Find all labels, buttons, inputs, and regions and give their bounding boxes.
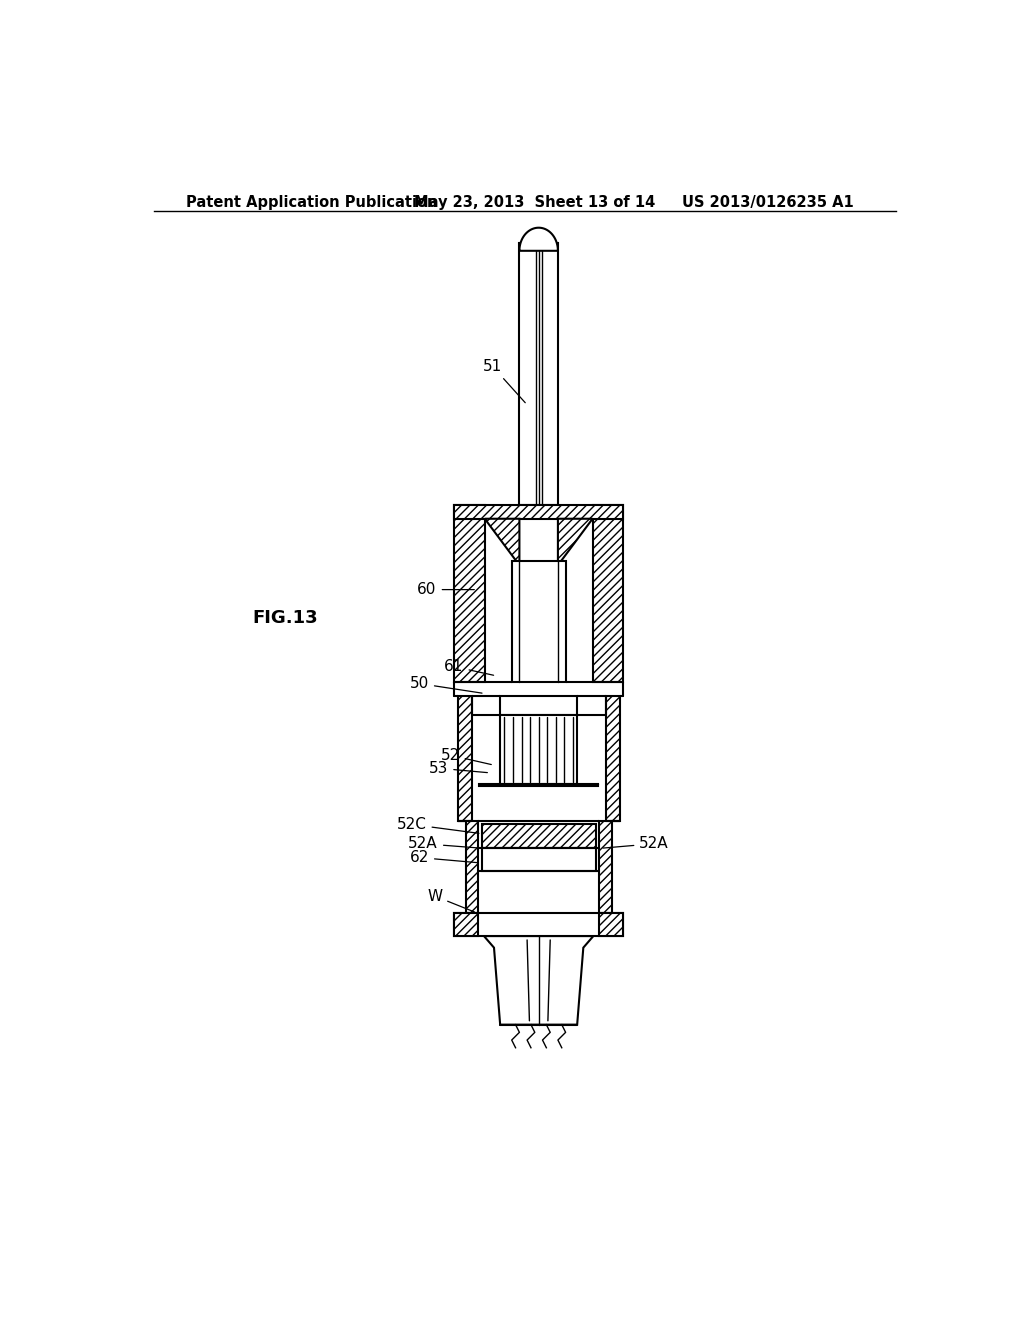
Text: 61: 61 xyxy=(444,659,494,676)
Bar xyxy=(454,913,478,936)
Bar xyxy=(605,696,620,821)
Text: 50: 50 xyxy=(410,676,482,693)
Text: Patent Application Publication: Patent Application Publication xyxy=(185,194,437,210)
Text: 52C: 52C xyxy=(396,817,479,833)
Text: 53: 53 xyxy=(429,760,487,776)
Bar xyxy=(454,504,624,519)
Text: 60: 60 xyxy=(418,582,474,597)
Bar xyxy=(481,847,596,871)
Text: 51: 51 xyxy=(483,359,525,403)
Bar xyxy=(593,506,624,682)
Bar xyxy=(454,506,484,682)
Bar xyxy=(481,825,596,847)
Bar xyxy=(458,696,472,821)
Bar xyxy=(512,561,565,682)
Bar xyxy=(599,821,611,913)
Bar xyxy=(454,913,624,936)
Text: FIG.13: FIG.13 xyxy=(253,609,318,627)
Bar xyxy=(500,715,578,784)
Bar xyxy=(479,784,598,785)
Bar xyxy=(519,243,558,506)
Text: 52A: 52A xyxy=(409,836,480,851)
Bar xyxy=(500,696,578,715)
Text: 52A: 52A xyxy=(603,836,669,851)
Polygon shape xyxy=(484,519,519,561)
Polygon shape xyxy=(558,519,593,561)
Bar xyxy=(466,821,478,913)
Text: US 2013/0126235 A1: US 2013/0126235 A1 xyxy=(682,194,854,210)
Polygon shape xyxy=(484,936,593,1024)
Text: W: W xyxy=(427,888,474,912)
Polygon shape xyxy=(519,228,558,251)
Text: 62: 62 xyxy=(410,850,478,865)
Text: 52: 52 xyxy=(440,747,492,764)
Bar xyxy=(599,913,624,936)
Text: May 23, 2013  Sheet 13 of 14: May 23, 2013 Sheet 13 of 14 xyxy=(415,194,655,210)
